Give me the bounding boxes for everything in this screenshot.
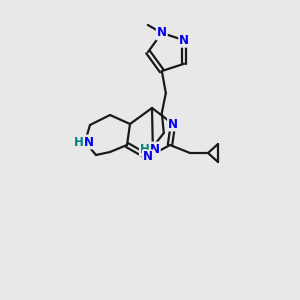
Text: N: N xyxy=(143,151,153,164)
Text: N: N xyxy=(179,34,189,47)
Text: N: N xyxy=(168,118,178,130)
Text: N: N xyxy=(84,136,94,148)
Text: N: N xyxy=(157,26,167,40)
Text: N: N xyxy=(150,142,160,155)
Text: H: H xyxy=(140,142,150,155)
Text: H: H xyxy=(74,136,84,148)
